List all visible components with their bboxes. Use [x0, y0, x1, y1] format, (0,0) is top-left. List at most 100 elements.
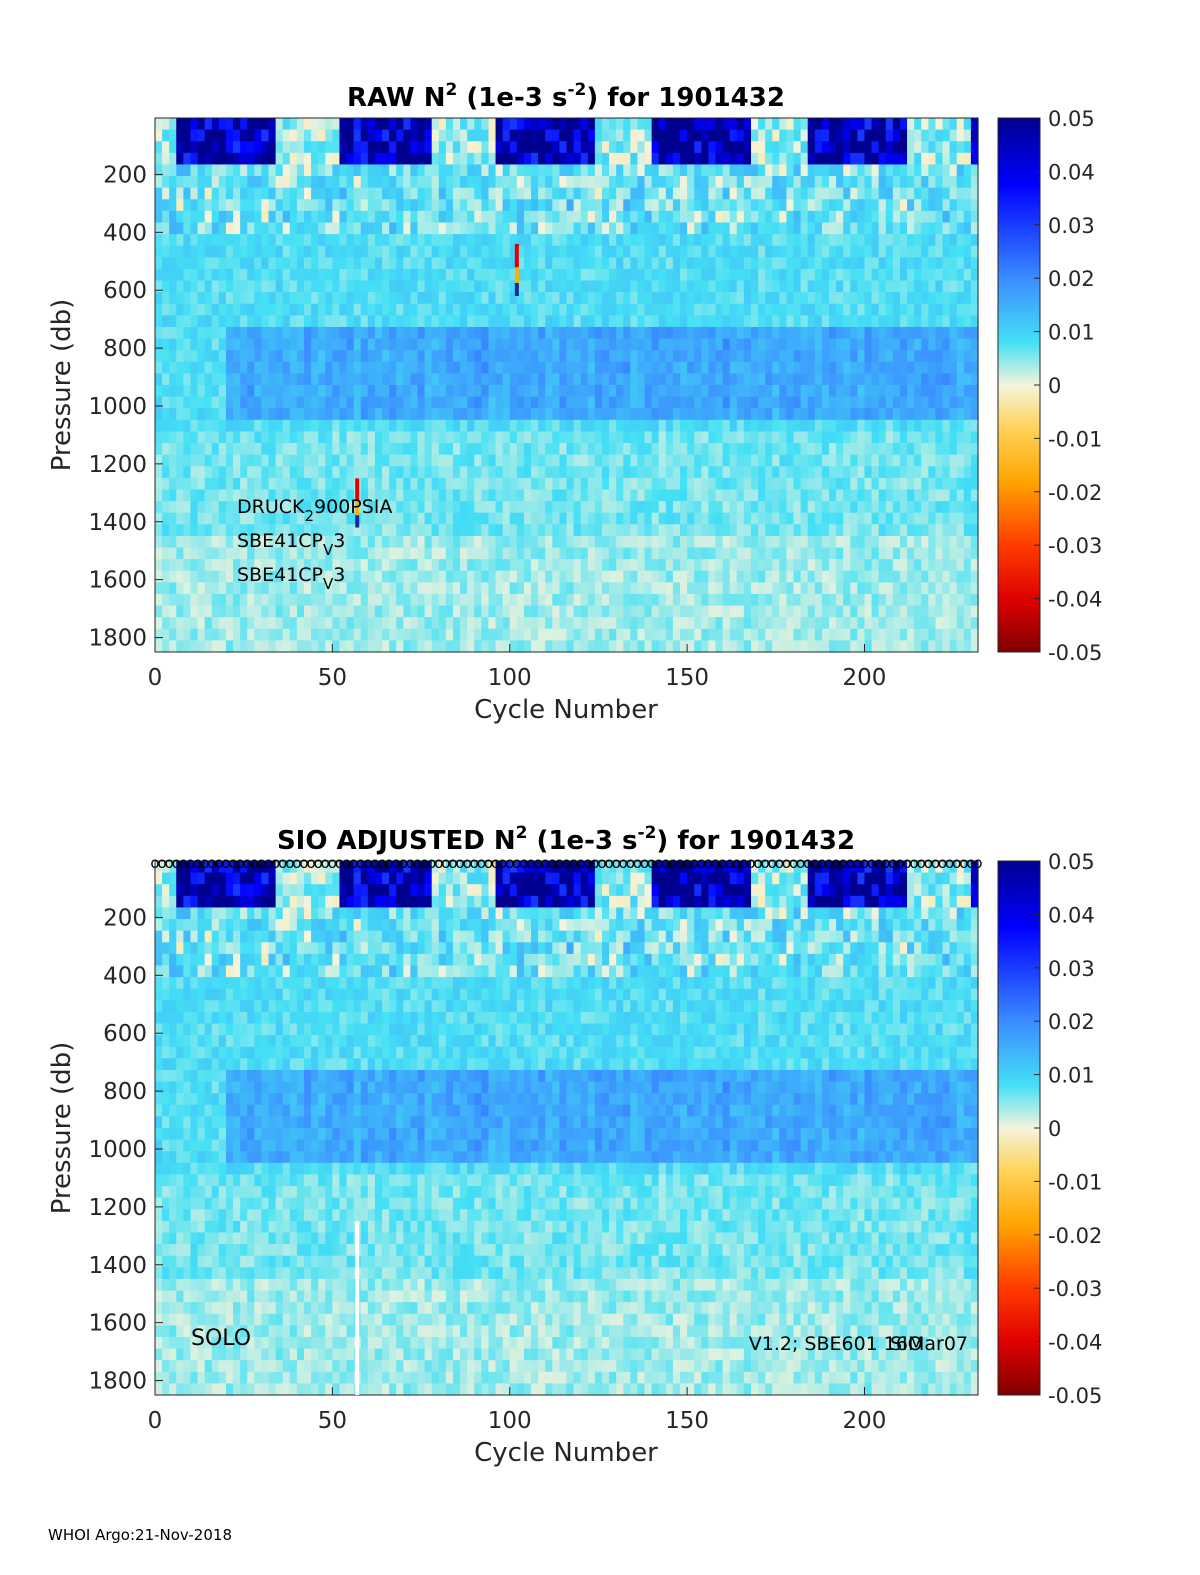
- heatmap-cell: [367, 431, 376, 444]
- heatmap-cell: [445, 501, 454, 514]
- heatmap-cell: [431, 234, 440, 247]
- heatmap-cell: [864, 628, 873, 641]
- heatmap-cell: [339, 477, 348, 491]
- heatmap-cell: [680, 512, 688, 525]
- heatmap-cell: [516, 501, 525, 514]
- heatmap-cell: [218, 385, 227, 398]
- heatmap-cell: [155, 582, 163, 595]
- heatmap-cell: [765, 501, 773, 514]
- heatmap-cell: [594, 489, 603, 502]
- heatmap-cell: [580, 257, 589, 270]
- heatmap-cell: [601, 385, 610, 398]
- heatmap-cell: [701, 315, 709, 328]
- heatmap-cell: [523, 222, 532, 235]
- heatmap-cell: [452, 524, 461, 537]
- heatmap-cell: [793, 512, 802, 525]
- heatmap-cell: [275, 489, 284, 502]
- heatmap-cell: [857, 141, 866, 154]
- heatmap-cell: [211, 315, 220, 328]
- heatmap-cell: [452, 466, 461, 479]
- heatmap-cell: [843, 141, 851, 154]
- heatmap-cell: [339, 245, 348, 258]
- heatmap-cell: [474, 373, 482, 386]
- heatmap-cell: [303, 199, 312, 212]
- heatmap-cell: [190, 245, 199, 258]
- heatmap-cell: [374, 176, 383, 189]
- heatmap-cell: [644, 338, 653, 351]
- heatmap-cell: [566, 222, 575, 235]
- heatmap-cell: [594, 222, 603, 235]
- heatmap-cell: [360, 419, 369, 433]
- heatmap-cell: [474, 443, 482, 456]
- heatmap-cell: [658, 466, 667, 479]
- heatmap-cell: [743, 280, 752, 293]
- heatmap-cell: [680, 489, 688, 502]
- heatmap-cell: [843, 419, 851, 433]
- heatmap-cell: [672, 593, 681, 607]
- heatmap-cell: [921, 373, 929, 386]
- heatmap-cell: [729, 501, 738, 514]
- heatmap-cell: [914, 524, 922, 537]
- heatmap-cell: [169, 547, 177, 560]
- heatmap-cell: [169, 617, 177, 630]
- heatmap-cell: [899, 350, 908, 363]
- heatmap-cell: [445, 419, 454, 433]
- heatmap-cell: [211, 524, 220, 537]
- heatmap-cell: [722, 176, 731, 189]
- heatmap-cell: [750, 419, 759, 433]
- heatmap-cell: [516, 245, 525, 258]
- heatmap-cell: [814, 176, 823, 189]
- heatmap-cell: [701, 524, 709, 537]
- heatmap-cell: [772, 396, 780, 409]
- heatmap-cell: [545, 640, 553, 653]
- heatmap-cell: [247, 361, 255, 374]
- heatmap-cell: [502, 524, 511, 537]
- heatmap-cell: [254, 605, 263, 618]
- heatmap-cell: [367, 512, 376, 525]
- heatmap-cell: [651, 512, 660, 525]
- heatmap-cell: [523, 164, 532, 177]
- heatmap-cell: [885, 176, 894, 189]
- heatmap-cell: [793, 234, 802, 247]
- heatmap-cell: [921, 187, 929, 200]
- heatmap-cell: [289, 524, 298, 537]
- heatmap-cell: [211, 280, 220, 293]
- heatmap-cell: [346, 617, 355, 630]
- heatmap-cell: [821, 303, 830, 316]
- heatmap-cell: [587, 408, 596, 421]
- heatmap-cell: [779, 489, 788, 502]
- heatmap-cell: [722, 419, 731, 433]
- heatmap-cell: [807, 535, 816, 549]
- heatmap-cell: [850, 385, 858, 398]
- heatmap-cell: [339, 431, 348, 444]
- heatmap-cell: [424, 338, 433, 351]
- heatmap-cell: [382, 582, 390, 595]
- heatmap-cell: [644, 512, 653, 525]
- heatmap-cell: [836, 385, 844, 398]
- heatmap-cell: [225, 210, 234, 224]
- heatmap-cell: [552, 524, 560, 537]
- heatmap-cell: [765, 547, 773, 560]
- heatmap-cell: [651, 640, 660, 653]
- heatmap-cell: [750, 385, 759, 398]
- heatmap-cell: [899, 245, 908, 258]
- heatmap-cell: [467, 524, 475, 537]
- heatmap-cell: [907, 431, 915, 444]
- heatmap-cell: [311, 431, 319, 444]
- heatmap-cell: [623, 152, 631, 166]
- heatmap-cell: [162, 605, 170, 618]
- heatmap-cell: [403, 292, 412, 305]
- heatmap-cell: [829, 245, 837, 258]
- heatmap-cell: [204, 118, 213, 131]
- heatmap-cell: [176, 234, 184, 247]
- heatmap-cell: [516, 303, 525, 316]
- heatmap-cell: [758, 419, 766, 433]
- heatmap-cell: [552, 303, 560, 316]
- heatmap-cell: [162, 396, 170, 409]
- heatmap-cell: [467, 118, 475, 131]
- heatmap-cell: [772, 292, 780, 305]
- heatmap-cell: [162, 512, 170, 525]
- heatmap-cell: [779, 210, 788, 224]
- heatmap-cell: [907, 547, 915, 560]
- heatmap-cell: [247, 338, 255, 351]
